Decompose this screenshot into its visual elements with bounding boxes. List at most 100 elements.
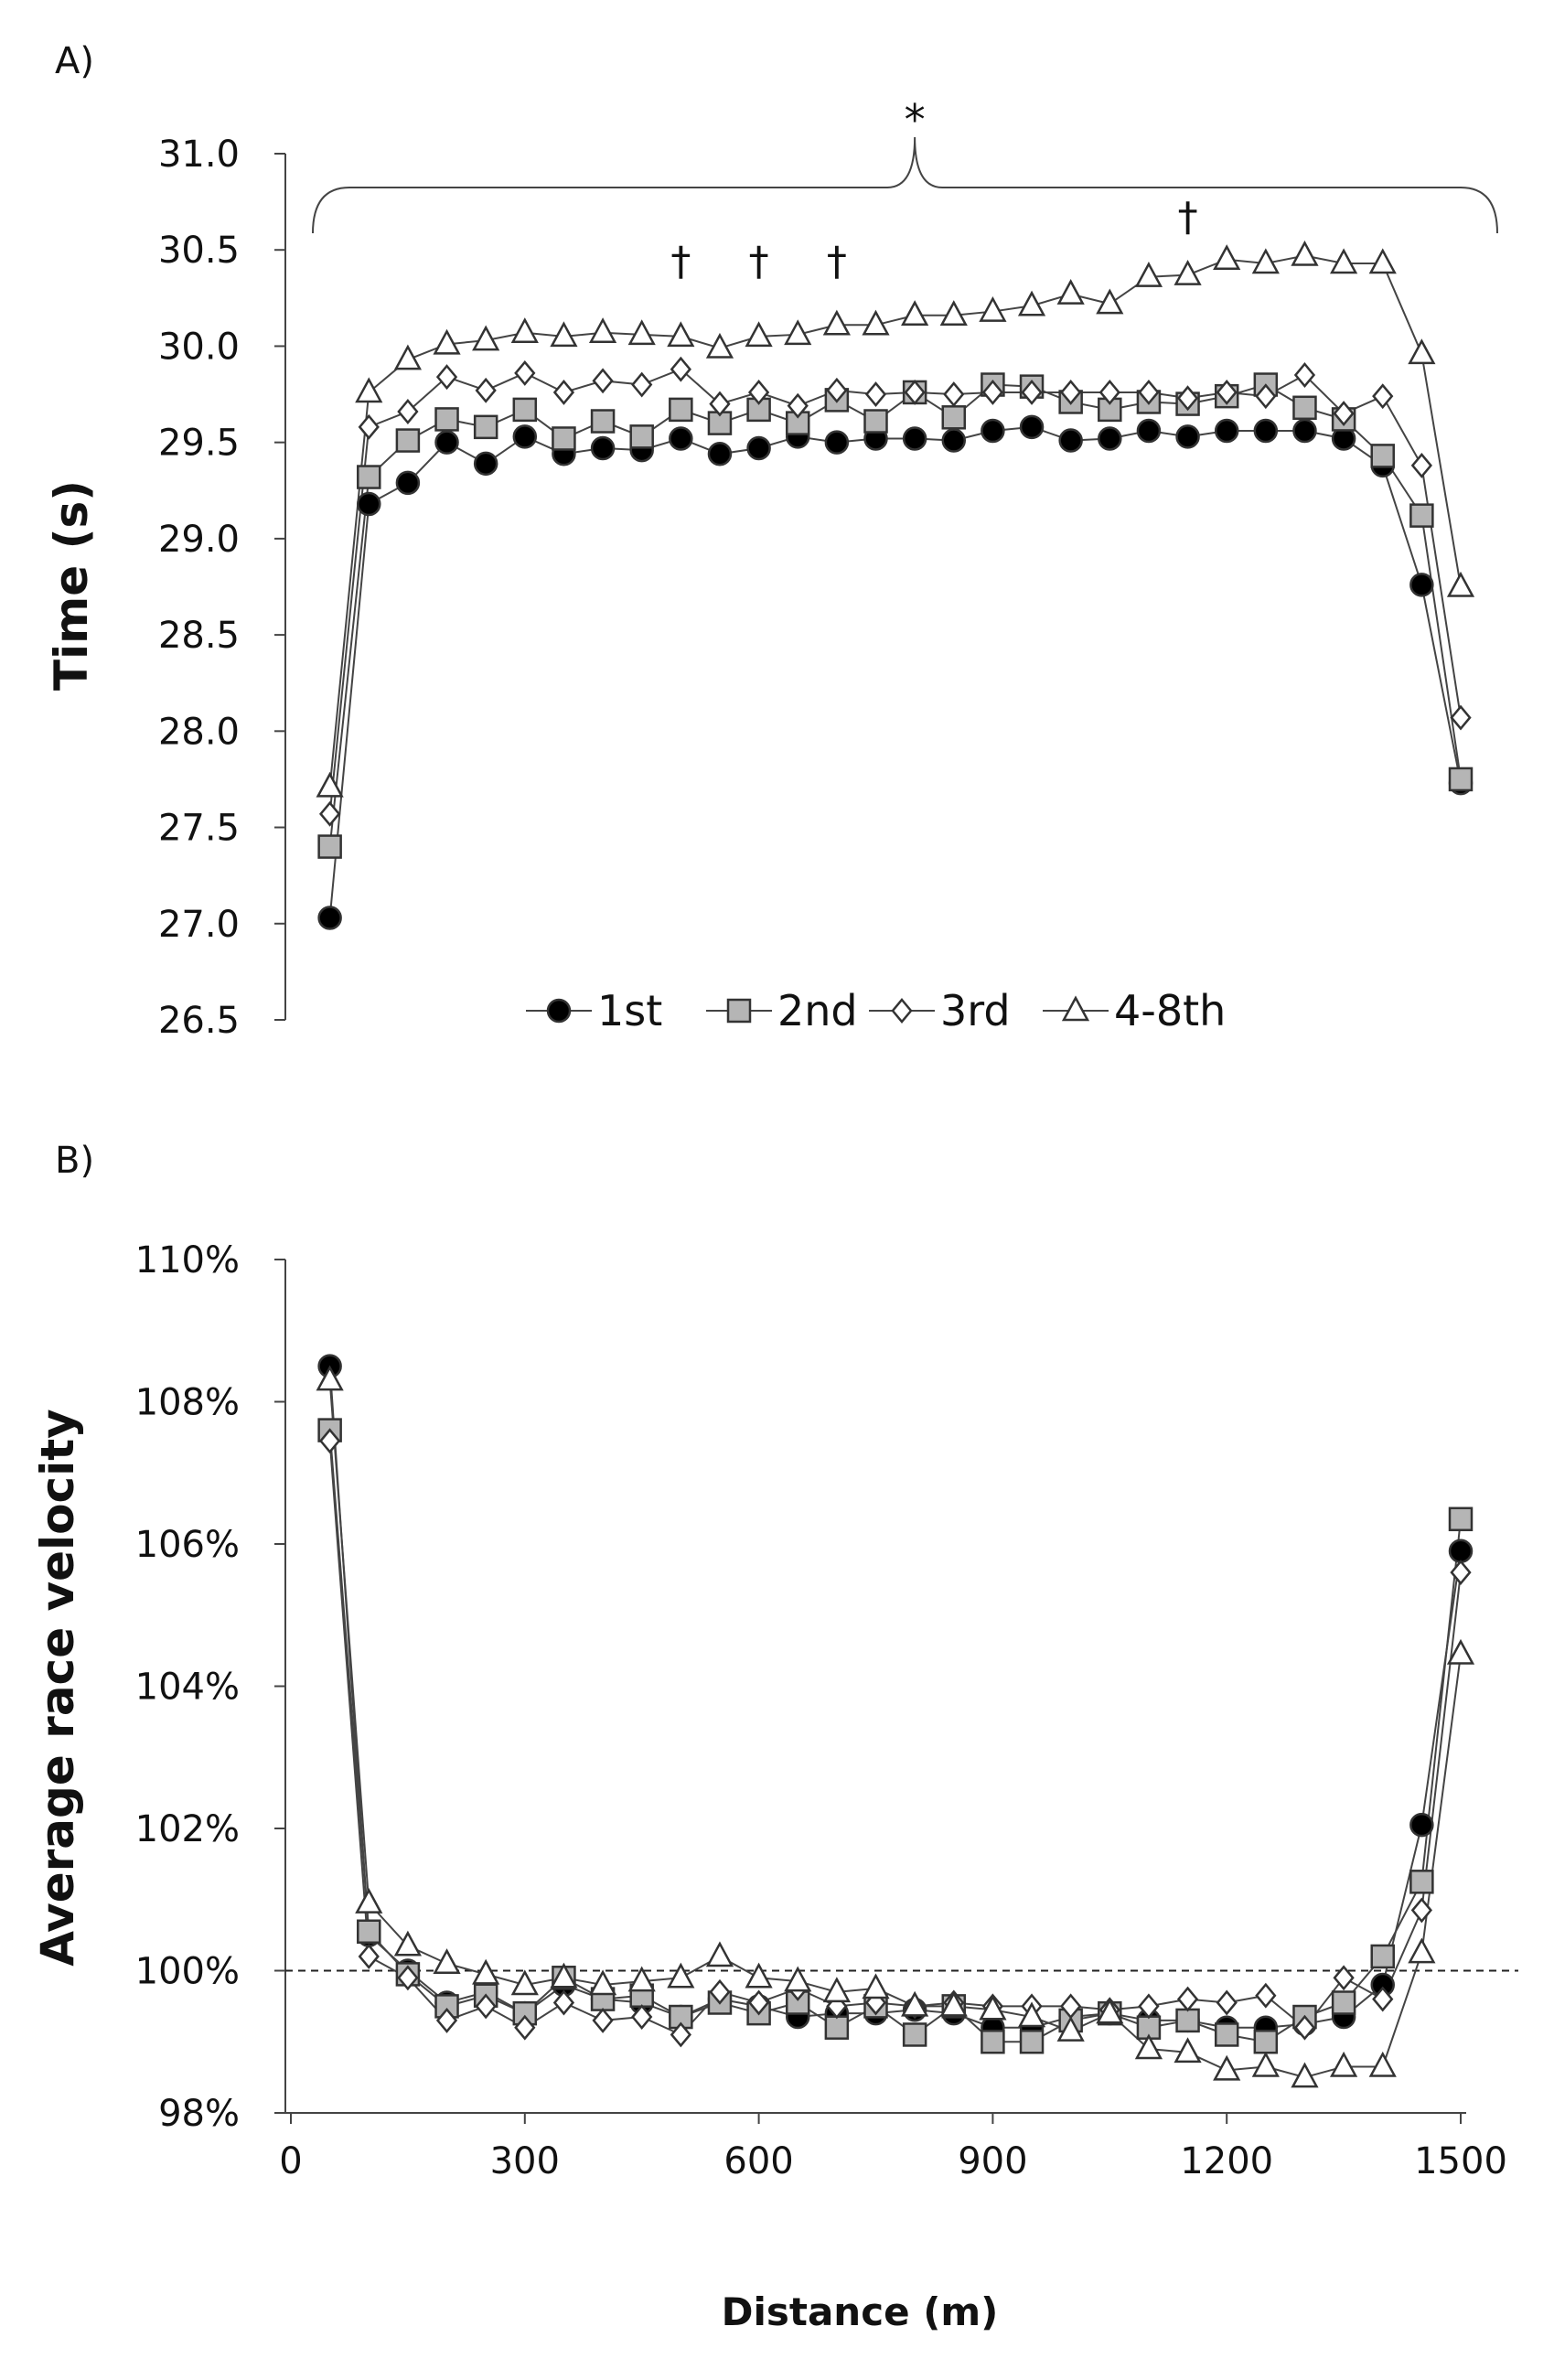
panel-b-y-tick-label: 100% [135,1951,240,1993]
panel-b-line-2nd [328,1430,1462,2043]
panel-b-point [358,1943,380,1969]
panel-b-point [709,1978,731,2005]
panel-a-point [824,430,850,455]
panel-a-point [1448,767,1474,792]
panel-a-point [1096,288,1124,315]
panel-a-brace-path [312,136,1498,234]
panel-a-point [939,300,968,327]
panel-a-point [1174,259,1202,285]
panel-a-points-4-8th [316,240,1475,798]
panel-b-point [1333,1965,1355,1991]
panel-a-point [1330,248,1358,274]
panel-a-point [904,379,926,405]
panel-b-point [510,1969,539,1996]
panel-a-point [1368,248,1397,274]
panel-a-y-tick-label: 29.5 [158,423,240,465]
panel-a-point [472,325,500,351]
panel-b-series-3rd [328,1441,1462,2036]
legend-label: 4-8th [1114,986,1226,1035]
panel-a-point [746,435,771,461]
panel-a-point [943,381,965,408]
panel-a-point [588,317,617,343]
panel-b-x-tick-label: 1200 [1180,2140,1273,2182]
panel-b-point [670,2021,691,2048]
panel-b-point [588,1969,617,1996]
panel-b-x-tick-label: 0 [279,2140,302,2182]
panel-a-point [941,405,967,430]
panel-b-point [1410,1897,1432,1924]
significance-star: * [905,95,926,145]
panel-b-axes: 98% 100% 102% 104% 106% 108% 110% 0 300 600 900 120… [135,1239,1518,2182]
panel-b-series [316,1354,1475,2088]
panel-b-point [981,2030,1005,2054]
legend-label: 2nd [777,986,858,1035]
panel-b-point [627,1966,656,1992]
panel-a-point [435,364,458,391]
panel-a: A) Time (s) 26.5 27.0 27.5 28.0 28.5 29.0 29.5… [45,40,1498,1042]
panel-b-point [1370,1944,1395,1969]
panel-b-point [1293,2014,1316,2041]
panel-b-point [824,2015,850,2040]
panel-a-point [707,442,733,466]
panel-a-point [1138,379,1160,405]
panel-b-y-axis-title: Average race velocity [31,1409,84,1967]
panel-a-point [901,300,929,327]
panel-a-point [1292,395,1317,421]
panel-a-point [745,321,773,348]
panel-b-point [514,2014,536,2041]
panel-a-y-tick-label: 27.0 [158,904,240,946]
panel-a-point [433,328,461,355]
panel-b-y-tick-label: 108% [135,1382,240,1424]
panel-a-y-axis-title: Time (s) [45,480,98,691]
panel-b-point [1372,1986,1394,2012]
panel-b-point [475,1993,497,2020]
panel-b-y-tick-label: 98% [158,2093,240,2135]
panel-b-series-1st [328,1366,1462,2029]
panel-a-point [862,309,890,336]
panel-b-point [667,1962,695,1989]
panel-b-point [1408,1937,1436,1964]
panel-a-point [552,426,576,451]
panel-a-point [629,424,654,449]
legend-label: 1st [597,986,662,1035]
panel-b-points-4-8th [316,1365,1475,2088]
panel-a-y-tick-label: 28.5 [158,615,240,657]
panel-a-point [631,371,653,398]
panel-b-point [901,1990,929,2017]
panel-b-point [1450,1560,1472,1586]
panel-a-point [1098,426,1122,451]
panel-b-point [1331,1990,1356,2015]
panel-a-y-tick-label: 27.5 [158,808,240,850]
panel-b-line-1st [328,1366,1462,2029]
panel-b-x-tick-label: 300 [490,2140,560,2182]
panel-a-point [1019,414,1045,440]
panel-a-point [355,377,383,403]
panel-a-point [357,491,381,517]
panel-b-point [862,1973,890,1999]
panel-b-series-2nd [328,1430,1462,2043]
panel-a-point [822,309,851,336]
legend-item-1st: 1st [526,986,662,1035]
panel-a-point [514,359,536,386]
panel-b-point [1174,2037,1202,2064]
panel-a-point [1253,418,1279,444]
panel-b-points-2nd [317,1418,1474,2054]
panel-b-x-tick-label: 1500 [1414,2140,1507,2182]
panel-a-point [475,377,497,403]
panel-b-point [1253,2030,1279,2054]
panel-a-point [826,377,848,403]
panel-b-points-1st [317,1354,1474,2040]
legend-item-2nd: 2nd [706,986,858,1035]
panel-a-point [395,470,421,496]
panel-b-point [319,1428,341,1454]
panel-b-point [357,1919,381,1944]
panel-a-point [1060,379,1082,405]
panel-a-point [979,295,1007,322]
panel-b-point [1138,1993,1160,2020]
panel-b-point [1409,1812,1434,1838]
panel-a-point [512,397,538,423]
panel-a-point [1056,278,1085,305]
panel-a-point [319,800,341,827]
panel-a-points-3rd [319,356,1472,827]
